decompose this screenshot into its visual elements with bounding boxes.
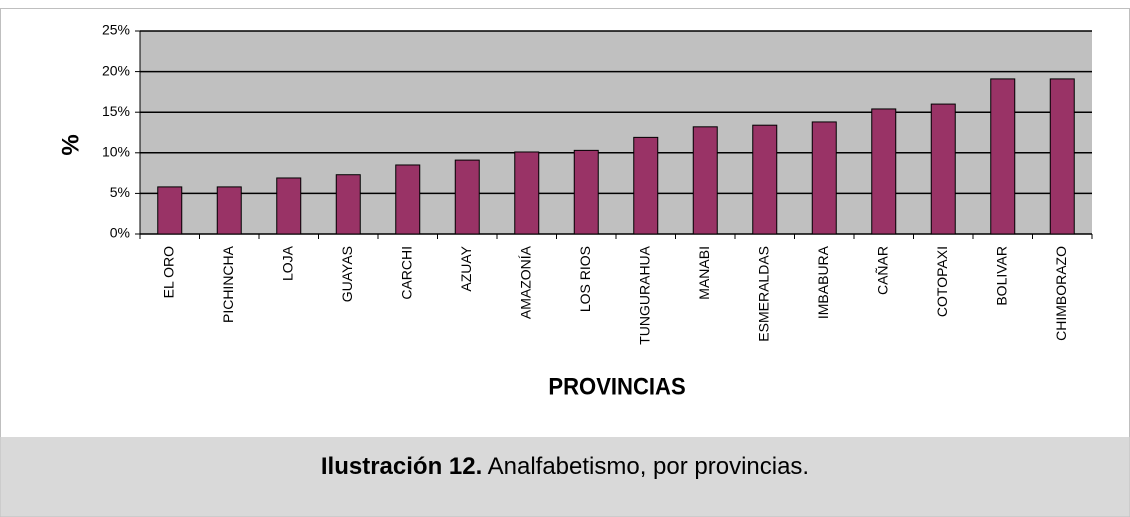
x-tick-label: MANABI: [696, 246, 712, 300]
x-tick-label: CHIMBORAZO: [1053, 246, 1069, 341]
x-tick-label: COTOPAXI: [934, 246, 950, 317]
x-tick-label: BOLIVAR: [993, 246, 1009, 306]
y-tick-label: 15%: [102, 103, 130, 119]
bar: [633, 136, 659, 235]
bar: [454, 159, 480, 235]
x-tick-label: LOJA: [279, 245, 295, 281]
caption: Ilustración 12. Analfabetismo, por provi…: [321, 453, 809, 480]
x-tick-label: AZUAY: [458, 245, 474, 291]
bar: [990, 78, 1016, 235]
bar: [514, 151, 540, 235]
y-tick-label: 5%: [110, 184, 130, 200]
bar: [930, 103, 956, 235]
bar: [335, 174, 361, 235]
bar: [157, 186, 183, 235]
y-axis-label: %: [57, 134, 84, 155]
x-tick-label: CARCHI: [398, 246, 414, 300]
y-tick-label: 25%: [102, 22, 130, 38]
x-tick-label: ESMERALDAS: [755, 246, 771, 342]
x-tick-label: PICHINCHA: [220, 245, 236, 323]
x-axis-label: PROVINCIAS: [548, 372, 685, 399]
bar: [395, 164, 421, 235]
x-tick-label: IMBABURA: [815, 245, 831, 319]
bar: [1049, 78, 1075, 235]
x-tick-label: EL ORO: [160, 246, 176, 298]
bar: [573, 149, 599, 235]
bar: [216, 186, 242, 235]
bar: [752, 124, 778, 235]
caption-background: [0, 437, 1130, 517]
x-tick-label: TUNGURAHUA: [636, 245, 652, 344]
x-tick-label: CAÑAR: [874, 246, 890, 295]
x-tick-label: LOS RIOS: [577, 246, 593, 312]
bar: [276, 177, 302, 235]
bar: [692, 126, 718, 235]
x-tick-label: AMAZONÍA: [517, 245, 533, 319]
bar: [811, 121, 837, 235]
y-tick-label: 10%: [102, 144, 130, 160]
caption-text: Analfabetismo, por provincias.: [488, 453, 810, 480]
x-tick-label: GUAYAS: [339, 246, 355, 302]
caption-label: Ilustración 12.: [321, 453, 482, 480]
y-tick-label: 20%: [102, 62, 130, 78]
y-tick-label: 0%: [110, 225, 130, 241]
bar: [871, 108, 897, 235]
